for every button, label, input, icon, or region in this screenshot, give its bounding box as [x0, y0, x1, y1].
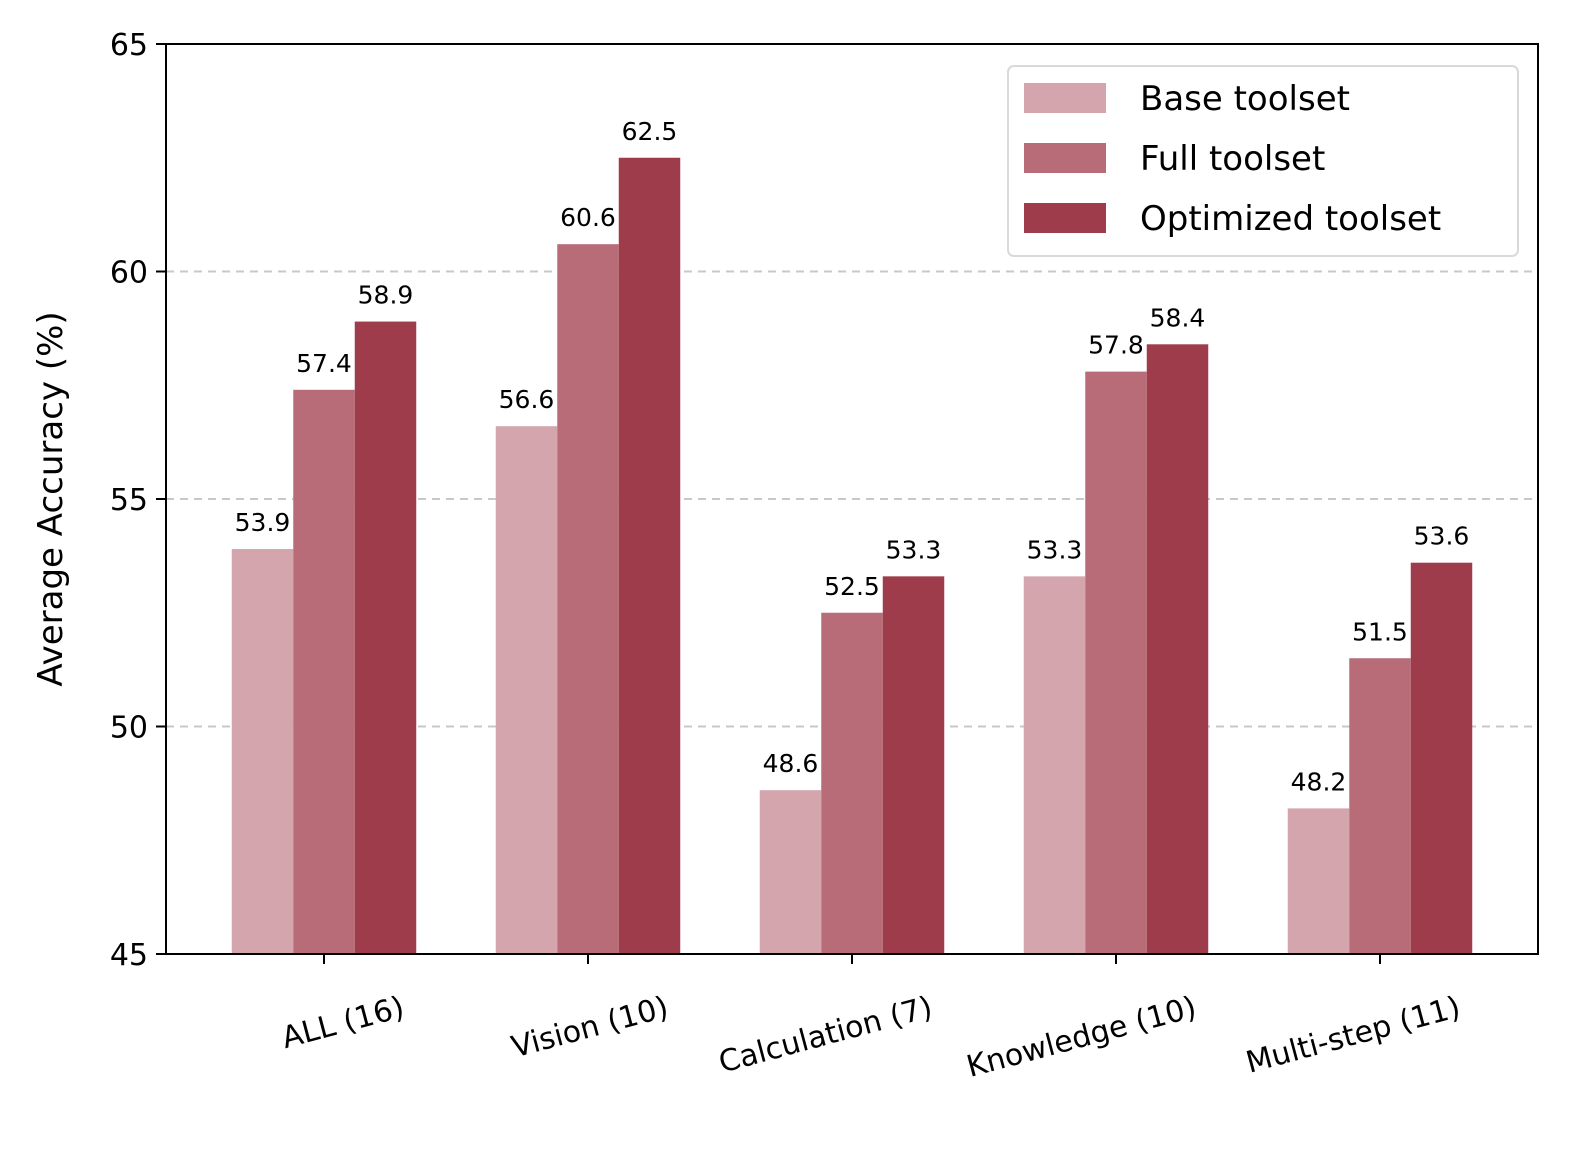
bar-3-2: [1146, 344, 1209, 954]
data-label-4-2: 53.6: [1414, 522, 1470, 551]
legend-label-1: Full toolset: [1140, 139, 1325, 179]
y-tick-label-55: 55: [110, 483, 148, 518]
bar-0-0: [231, 549, 294, 954]
bar-4-2: [1410, 562, 1473, 954]
bar-4-1: [1349, 658, 1411, 954]
data-label-1-1: 60.6: [560, 203, 616, 232]
y-tick-label-45: 45: [110, 938, 148, 973]
data-label-4-0: 48.2: [1291, 767, 1347, 796]
data-label-3-2: 58.4: [1150, 303, 1206, 332]
bar-0-1: [293, 389, 355, 954]
data-label-2-0: 48.6: [763, 749, 819, 778]
bar-2-2: [882, 576, 945, 954]
data-label-1-2: 62.5: [622, 117, 678, 146]
x-tick-label-0: ALL (16): [278, 990, 408, 1056]
data-label-3-0: 53.3: [1027, 535, 1083, 564]
bar-0-2: [354, 321, 417, 954]
y-axis-label: Average Accuracy (%): [31, 311, 71, 686]
bar-3-0: [1023, 576, 1086, 954]
bar-3-1: [1085, 371, 1147, 955]
bar-1-1: [557, 244, 619, 954]
data-label-0-1: 57.4: [296, 349, 352, 378]
bar-4-0: [1287, 808, 1350, 954]
data-label-0-2: 58.9: [358, 281, 414, 310]
bar-2-0: [759, 790, 822, 954]
legend-label-0: Base toolset: [1140, 79, 1350, 119]
bar-1-2: [618, 157, 681, 954]
x-tick-label-3: Knowledge (10): [963, 990, 1200, 1085]
x-axis: ALL (16) Vision (10) Calculation (7) Knowle…: [278, 954, 1464, 1085]
data-label-2-1: 52.5: [824, 572, 880, 601]
legend-swatch-1: [1024, 143, 1106, 173]
data-labels-layer: 53.957.458.956.660.662.548.652.553.3 53.3…: [235, 117, 1470, 797]
x-tick-label-1: Vision (10): [508, 990, 672, 1065]
y-tick-label-65: 65: [110, 28, 148, 63]
legend-label-2: Optimized toolset: [1140, 199, 1441, 239]
legend: Base toolset Full toolset Optimized toolse…: [1007, 65, 1519, 257]
y-tick-label-50: 50: [110, 711, 148, 746]
x-tick-label-2: Calculation (7): [715, 990, 936, 1081]
legend-swatch-2: [1024, 203, 1106, 233]
data-label-1-0: 56.6: [499, 385, 555, 414]
data-label-3-1: 57.8: [1088, 331, 1144, 360]
data-label-2-2: 53.3: [886, 535, 942, 564]
bars-layer: [231, 157, 1473, 955]
legend-swatch-0: [1024, 83, 1106, 113]
data-label-4-1: 51.5: [1352, 617, 1408, 646]
bar-2-1: [821, 612, 883, 954]
legend-box: [1007, 65, 1519, 257]
x-tick-label-4: Multi-step (11): [1242, 990, 1464, 1081]
y-tick-label-60: 60: [110, 256, 148, 291]
y-axis: 45 50 55 60 65: [110, 28, 166, 973]
bar-1-0: [495, 426, 558, 954]
data-label-0-0: 53.9: [235, 508, 291, 537]
